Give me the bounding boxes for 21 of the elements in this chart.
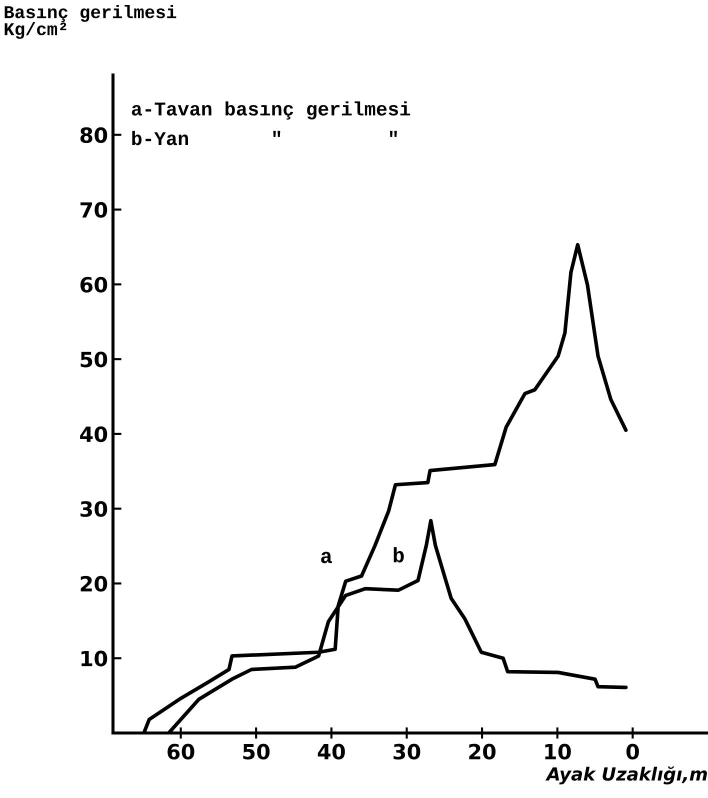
x-tick-label: 0 xyxy=(626,744,639,760)
y-tick-label: 40 xyxy=(80,426,108,442)
series-label: b xyxy=(394,547,404,562)
y-tick-label: 20 xyxy=(80,576,108,592)
y-tick-label: 50 xyxy=(80,352,108,368)
x-tick-label: 40 xyxy=(318,744,345,760)
x-tick-label: 20 xyxy=(469,744,496,760)
x-tick-label: 30 xyxy=(394,744,420,760)
y-tick-label: 30 xyxy=(80,501,108,517)
annotation: a-Tavan basınç gerilmesi xyxy=(132,101,410,120)
y-tick-label: 80 xyxy=(80,127,108,144)
y-tick-label: 60 xyxy=(80,276,108,293)
y-tick-label: 70 xyxy=(80,202,108,218)
x-tick-label: 10 xyxy=(545,744,571,760)
x-axis-title: Ayak Uzaklığı,m xyxy=(545,766,707,784)
y-axis-title: Basınç gerilmesi Kg/cm² xyxy=(4,5,176,39)
x-tick-label: 50 xyxy=(243,744,270,760)
x-tick-label: 60 xyxy=(168,744,194,760)
annotation: b-Yan " " xyxy=(132,130,397,146)
series-label: a xyxy=(321,552,332,564)
y-tick-label: 10 xyxy=(82,650,108,666)
